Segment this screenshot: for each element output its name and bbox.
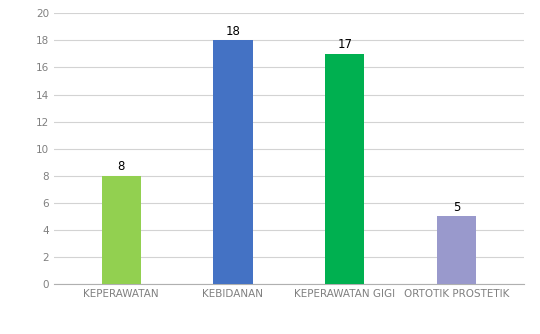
Bar [325,54,364,284]
Bar [102,176,141,284]
Text: 17: 17 [338,38,352,51]
Text: 8: 8 [117,160,125,173]
Text: 5: 5 [453,200,461,213]
Bar [213,40,253,284]
Bar [437,216,476,284]
Text: 18: 18 [226,25,240,38]
